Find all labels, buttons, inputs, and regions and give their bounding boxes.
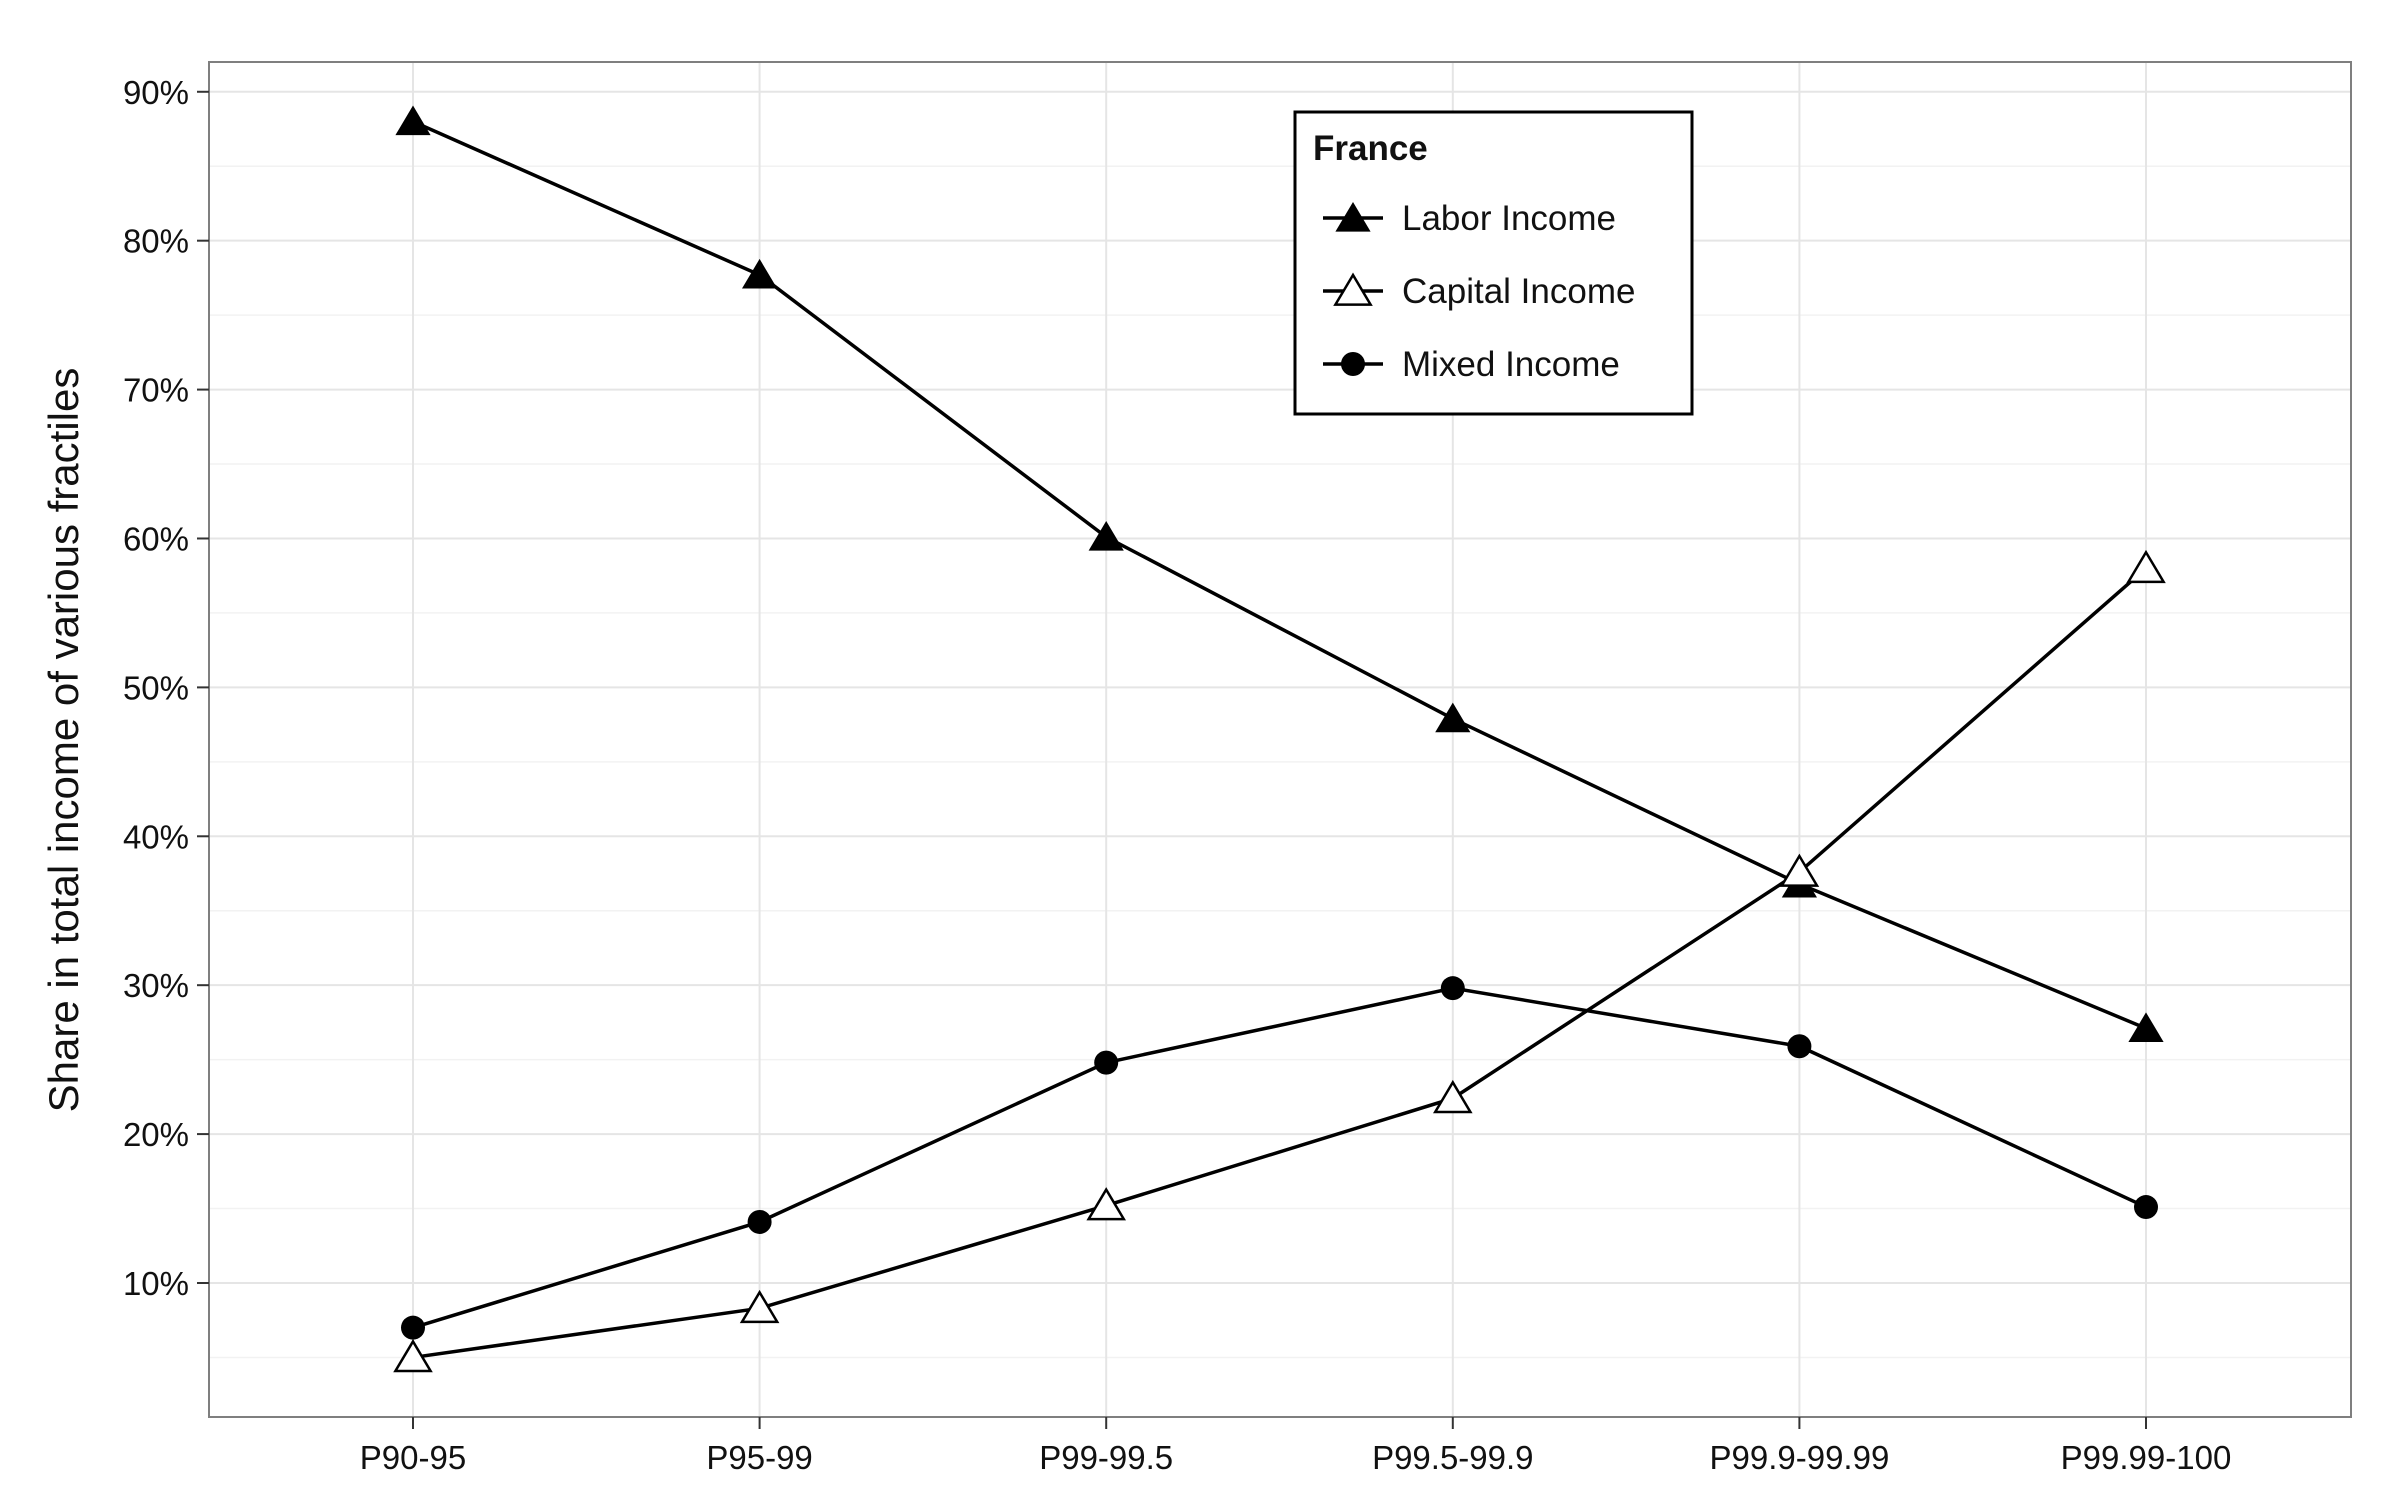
y-tick-label: 90% [123, 74, 189, 111]
data-point-series-2 [1440, 976, 1465, 1001]
y-tick-label: 10% [123, 1265, 189, 1302]
legend-label: Mixed Income [1402, 345, 1620, 384]
legend-key-marker [1333, 272, 1373, 306]
data-point-series-0 [1088, 520, 1124, 551]
x-tick-label: P99.99-100 [2061, 1439, 2232, 1476]
data-point-series-0 [742, 258, 778, 289]
legend-label: Labor Income [1402, 199, 1616, 238]
x-axis: P90-95 P95-99 P99-99.5 P99.5-99.9 P99.9-99.9… [360, 1417, 2232, 1476]
data-point-series-1 [739, 1289, 780, 1324]
data-point-series-1 [1433, 1079, 1473, 1114]
y-tick-label: 80% [123, 223, 189, 260]
data-point-series-0 [1435, 702, 1471, 733]
y-axis-title: Share in total income of various fractil… [40, 368, 87, 1113]
legend: France Labor Income Capital Income Mixed I… [1293, 110, 1694, 416]
legend-title: France [1313, 129, 1428, 168]
y-axis: 10% 20% 30% 40% 50% 60% 70% 80% 90% [123, 74, 209, 1302]
plot-panel-border [208, 61, 2352, 1418]
legend-key-marker [1341, 352, 1365, 376]
data-point-series-1 [1086, 1187, 1126, 1221]
y-tick-label: 40% [123, 818, 189, 855]
data-point-series-2 [1787, 1034, 1812, 1059]
minor-gridlines [209, 165, 2351, 1359]
data-point-series-2 [1094, 1050, 1119, 1075]
data-point-series-0 [395, 105, 431, 136]
series-layer [393, 105, 2166, 1373]
data-point-series-0 [2128, 1012, 2164, 1042]
data-point-series-1 [393, 1338, 433, 1373]
plot-panel-background [209, 62, 2351, 1417]
data-point-series-2 [2134, 1195, 2158, 1220]
legend-items: Labor Income Capital Income Mixed Income [1323, 199, 1635, 384]
y-tick-label: 30% [123, 967, 189, 1004]
x-tick-label: P95-99 [706, 1439, 812, 1476]
data-point-series-2 [401, 1315, 425, 1340]
x-tick-label: P90-95 [360, 1439, 466, 1476]
data-point-series-2 [747, 1209, 772, 1234]
x-tick-label: P99.9-99.99 [1709, 1439, 1889, 1476]
legend-key-marker [1335, 202, 1371, 232]
y-tick-label: 70% [123, 372, 189, 409]
y-tick-label: 50% [123, 669, 189, 706]
data-point-series-1 [2126, 549, 2166, 584]
series-line-1 [412, 566, 2148, 1360]
major-gridlines [209, 62, 2351, 1417]
data-point-series-1 [1779, 853, 1820, 887]
x-tick-label: P99.5-99.9 [1372, 1439, 1533, 1476]
y-tick-label: 20% [123, 1116, 189, 1153]
series-line-0 [412, 119, 2147, 1030]
legend-label: Capital Income [1402, 272, 1635, 311]
series-line-2 [412, 986, 2147, 1330]
y-tick-label: 60% [123, 520, 189, 557]
x-tick-label: P99-99.5 [1039, 1439, 1173, 1476]
